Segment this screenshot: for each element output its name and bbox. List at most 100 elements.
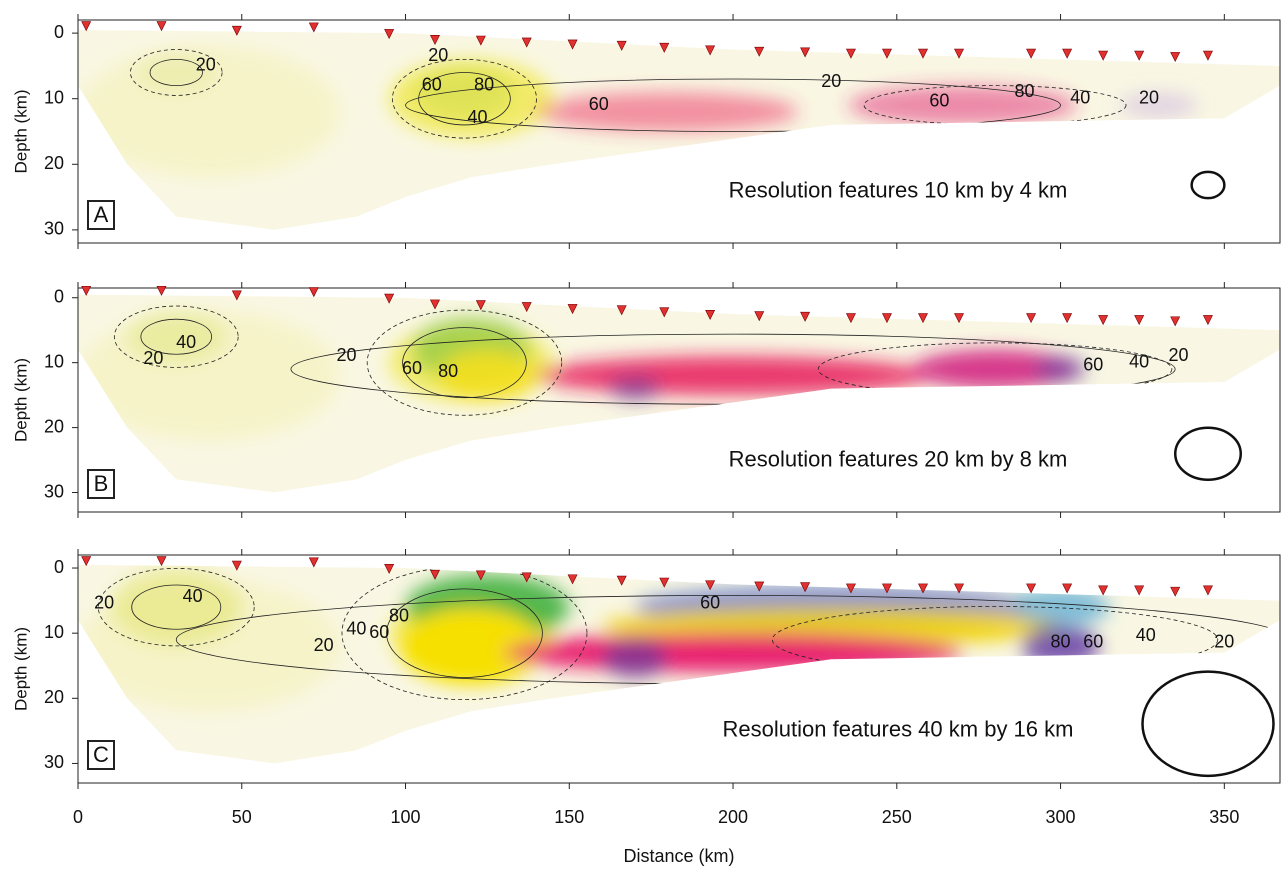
station [1098, 50, 1109, 61]
station [800, 582, 811, 593]
station [308, 557, 319, 568]
station [918, 313, 928, 324]
contour-line [97, 567, 255, 647]
station [705, 580, 716, 591]
anomaly [1034, 356, 1087, 383]
contour-line [131, 584, 222, 630]
contour-line [386, 588, 543, 678]
y-tick-label: 20 [44, 687, 64, 707]
anomaly [1011, 587, 1110, 627]
station [845, 583, 856, 594]
resolution-ellipse [1190, 170, 1226, 200]
station [1026, 313, 1037, 324]
station [1026, 48, 1037, 59]
contour-line [149, 58, 203, 86]
station [616, 575, 627, 586]
station [430, 569, 440, 580]
y-tick-label: 30 [44, 481, 64, 501]
station [81, 556, 92, 567]
annotation: Resolution features 40 km by 16 km [723, 716, 1074, 741]
contour-label: 20 [428, 45, 448, 65]
y-tick-label: 10 [44, 87, 64, 107]
station [881, 313, 892, 324]
station [1098, 585, 1109, 596]
contour-line [341, 566, 588, 701]
contour-label: 80 [1015, 81, 1035, 101]
station [800, 47, 811, 58]
contour-label: 40 [1129, 351, 1149, 371]
anomaly-field [78, 46, 1199, 178]
x-tick-label: 200 [718, 807, 748, 827]
x-tick-label: 300 [1046, 807, 1076, 827]
x-tick-label: 100 [390, 807, 420, 827]
contour-line [402, 327, 527, 399]
station [430, 299, 440, 310]
contour-label: 40 [183, 586, 203, 606]
station [705, 309, 716, 320]
station [1134, 50, 1145, 61]
station [430, 35, 440, 46]
station [521, 572, 532, 583]
y-tick-label: 10 [44, 622, 64, 642]
station [659, 307, 670, 318]
anomaly [608, 375, 661, 402]
contour-label: 80 [438, 361, 458, 381]
annotation: Resolution features 20 km by 8 km [729, 446, 1068, 471]
station [1062, 48, 1073, 59]
panel-label: B [94, 471, 109, 496]
plot-frame [77, 19, 1281, 244]
y-axis-label: Depth (km) [11, 358, 30, 442]
contour-label: 40 [346, 619, 366, 639]
station [156, 285, 167, 296]
panel-label-box [87, 200, 115, 230]
station [881, 48, 892, 59]
station [616, 305, 627, 316]
station [754, 311, 765, 322]
station [1098, 315, 1109, 326]
contour-label: 80 [474, 74, 494, 94]
station [521, 37, 532, 48]
contour-label: 20 [337, 345, 357, 365]
station [231, 290, 242, 301]
x-tick-label: 50 [232, 807, 252, 827]
anomaly [415, 65, 514, 119]
contour-label: 40 [1070, 87, 1090, 107]
anomaly [536, 356, 930, 396]
y-tick-label: 30 [44, 219, 64, 239]
station [231, 560, 242, 571]
anomaly [503, 633, 963, 673]
contour-label: 60 [1083, 632, 1103, 652]
contour-label: 60 [369, 622, 389, 642]
contour-line [140, 318, 213, 355]
station [1062, 313, 1073, 324]
anomaly [602, 639, 668, 679]
contour-line [405, 78, 1061, 132]
panel: 0 10 20 30 Depth (km) 0 50 100 150 200 250 300 350 Di… [11, 549, 1281, 866]
anomaly [110, 568, 242, 647]
station [918, 48, 928, 59]
station [308, 287, 319, 298]
station [384, 564, 395, 575]
contour-line [113, 305, 239, 368]
y-tick-label: 0 [54, 286, 64, 306]
station [705, 45, 716, 56]
anomaly [1119, 92, 1199, 119]
velocity-field [78, 564, 1280, 764]
station [1026, 583, 1037, 594]
contour-line [130, 49, 223, 96]
station [954, 583, 965, 594]
contour-label: 40 [1136, 625, 1156, 645]
station [156, 21, 167, 32]
x-tick-label: 350 [1209, 807, 1239, 827]
panel: 0 10 20 30 Depth (km) 40 20 20 60 80 60 40 20 B Resolu… [11, 282, 1281, 518]
station [1062, 583, 1073, 594]
station [231, 25, 242, 36]
anomaly [398, 607, 544, 686]
station [567, 39, 578, 50]
anomaly [913, 349, 1077, 389]
station [567, 304, 578, 315]
anomaly [438, 349, 537, 402]
station [156, 556, 167, 567]
contour-line [418, 72, 511, 126]
station [954, 48, 965, 59]
